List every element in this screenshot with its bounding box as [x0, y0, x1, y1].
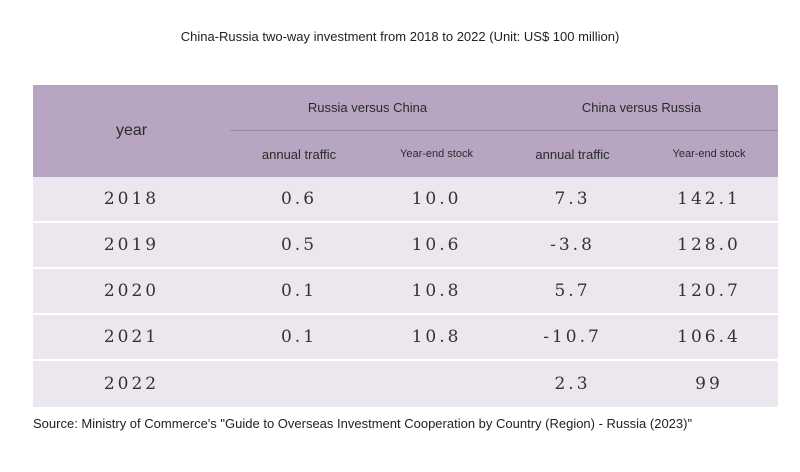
table-cell: 10.8: [368, 315, 505, 359]
table-cell: 128.0: [640, 223, 778, 267]
table-cell: 2.3: [505, 361, 640, 407]
table-cell: 2019: [33, 223, 230, 267]
table-cell: 0.1: [230, 269, 368, 313]
table-cell: -10.7: [505, 315, 640, 359]
table-cell: 142.1: [640, 177, 778, 221]
group-header: Russia versus China: [230, 85, 505, 131]
sub-header: Year-end stock: [368, 131, 505, 177]
group-header: China versus Russia: [505, 85, 778, 131]
table-cell: 106.4: [640, 315, 778, 359]
table-cell: [230, 361, 368, 407]
title: China-Russia two-way investment from 201…: [180, 28, 620, 44]
table-cell: 0.5: [230, 223, 368, 267]
table-cell: 5.7: [505, 269, 640, 313]
sub-header: annual traffic: [505, 131, 640, 177]
table-cell: 2021: [33, 315, 230, 359]
source: Source: Ministry of Commerce's "Guide to…: [33, 415, 693, 431]
table-cell: 2020: [33, 269, 230, 313]
table-cell: 0.1: [230, 315, 368, 359]
table-cell: 0.6: [230, 177, 368, 221]
table-cell: 10.6: [368, 223, 505, 267]
table-cell: 7.3: [505, 177, 640, 221]
table-cell: 120.7: [640, 269, 778, 313]
table-cell: 10.0: [368, 177, 505, 221]
table-cell: [368, 361, 505, 407]
year-header: year: [33, 85, 230, 177]
table-cell: 99: [640, 361, 778, 407]
sub-header: Year-end stock: [640, 131, 778, 177]
sub-header: annual traffic: [230, 131, 368, 177]
table-cell: 10.8: [368, 269, 505, 313]
table-cell: 2022: [33, 361, 230, 407]
table-cell: 2018: [33, 177, 230, 221]
table-cell: -3.8: [505, 223, 640, 267]
